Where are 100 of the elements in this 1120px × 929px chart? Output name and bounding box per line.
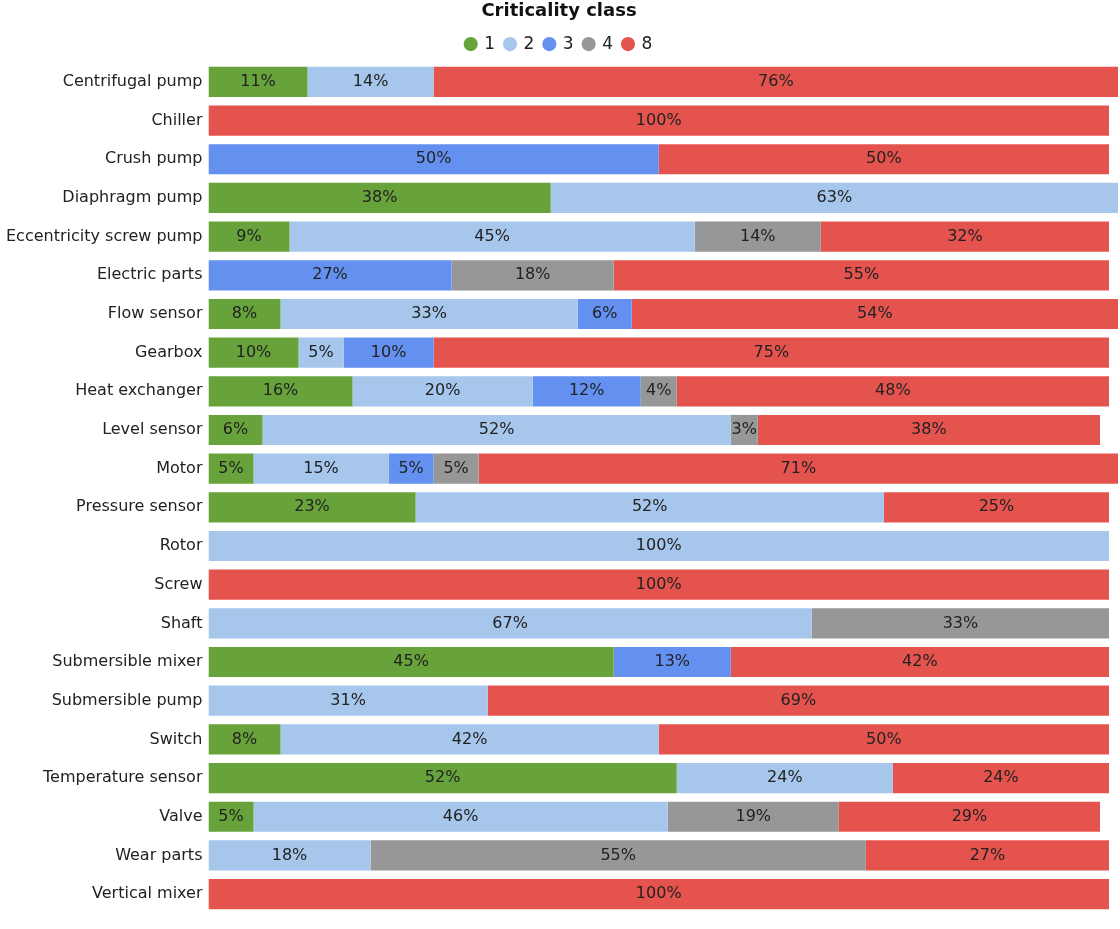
bar	[613, 260, 1109, 291]
legend-label: 3	[562, 32, 574, 53]
bar	[892, 762, 1109, 794]
bar	[208, 221, 290, 252]
legend-label: 8	[641, 32, 653, 53]
bar	[208, 840, 371, 871]
data-label: 15%	[303, 457, 339, 477]
y-tick-label: Gearbox	[134, 341, 203, 361]
data-label: 8%	[231, 303, 258, 323]
bar	[208, 298, 281, 330]
y-tick-label: Crush pump	[104, 148, 203, 168]
data-label: 24%	[983, 767, 1019, 787]
data-label: 14%	[740, 225, 776, 245]
data-label: 63%	[816, 187, 853, 207]
data-label: 11%	[240, 71, 276, 91]
data-label: 18%	[271, 844, 308, 864]
data-label: 32%	[947, 225, 983, 245]
data-label: 38%	[361, 187, 398, 207]
y-tick-label: Shaft	[160, 612, 203, 632]
data-label: 27%	[312, 264, 348, 284]
bar	[352, 376, 533, 407]
bar	[694, 221, 821, 252]
bar	[253, 801, 668, 832]
data-label: 48%	[875, 380, 911, 400]
bar	[208, 762, 677, 794]
bar	[370, 840, 866, 871]
y-tick-label: Level sensor	[102, 419, 203, 439]
bar	[532, 376, 641, 407]
data-label: 33%	[411, 303, 447, 323]
data-label: 55%	[600, 844, 636, 864]
data-label: 50%	[866, 728, 902, 748]
bar	[208, 646, 614, 678]
bar	[433, 66, 1118, 98]
data-label: 29%	[951, 805, 988, 825]
data-label: 50%	[866, 148, 902, 168]
legend-label: 1	[484, 32, 496, 53]
bar	[208, 492, 416, 523]
y-tick-label: Pressure sensor	[76, 496, 203, 516]
bar	[415, 492, 884, 523]
bar	[451, 260, 614, 291]
data-label: 5%	[398, 457, 424, 477]
bar	[631, 298, 1118, 330]
data-label: 9%	[236, 225, 262, 245]
bar	[487, 685, 1109, 716]
bar	[280, 724, 659, 755]
data-label: 4%	[646, 380, 672, 400]
data-label: 31%	[330, 689, 366, 709]
data-label: 24%	[767, 767, 803, 787]
y-tick-label: Submersible mixer	[52, 651, 203, 671]
bar	[667, 801, 839, 832]
data-label: 25%	[978, 496, 1015, 516]
data-label: 52%	[424, 767, 461, 787]
bar	[820, 221, 1109, 252]
bar	[208, 569, 1109, 600]
data-label: 52%	[631, 496, 668, 516]
bar	[658, 144, 1109, 175]
bar	[280, 298, 578, 330]
bar	[865, 840, 1109, 871]
data-label: 100%	[635, 109, 682, 129]
bar	[208, 608, 812, 639]
bar	[478, 453, 1118, 484]
data-label: 5%	[443, 457, 469, 477]
data-label: 14%	[352, 71, 389, 91]
bar	[208, 337, 299, 368]
bar	[676, 762, 893, 794]
data-label: 8%	[231, 728, 258, 748]
data-label: 33%	[942, 612, 979, 632]
data-label: 54%	[857, 303, 893, 323]
data-label: 6%	[592, 303, 618, 323]
data-label: 45%	[393, 651, 429, 671]
data-label: 10%	[370, 341, 407, 361]
data-label: 67%	[492, 612, 528, 632]
bar	[550, 182, 1118, 214]
data-label: 76%	[758, 71, 794, 91]
data-label: 12%	[568, 380, 605, 400]
data-label: 42%	[451, 728, 488, 748]
bar	[658, 724, 1109, 755]
y-tick-label: Switch	[149, 728, 203, 748]
bar	[208, 685, 488, 716]
bar	[262, 414, 731, 446]
y-tick-label: Rotor	[159, 535, 203, 555]
data-label: 16%	[262, 380, 299, 400]
data-label: 10%	[235, 341, 272, 361]
y-tick-label: Electric parts	[96, 264, 203, 284]
legend-label: 2	[523, 32, 535, 53]
data-label: 27%	[969, 844, 1006, 864]
y-tick-label: Chiller	[151, 109, 203, 129]
bar	[208, 724, 281, 755]
data-label: 13%	[654, 651, 691, 671]
bar	[757, 414, 1100, 446]
bar	[289, 221, 695, 252]
bar	[676, 376, 1109, 407]
bar	[307, 66, 434, 98]
legend-title: Criticality class	[481, 0, 637, 20]
data-label: 42%	[902, 651, 938, 671]
bar	[208, 105, 1109, 136]
y-tick-label: Vertical mixer	[92, 883, 203, 903]
y-tick-label: Centrifugal pump	[62, 71, 203, 91]
data-label: 71%	[780, 457, 817, 477]
bar	[811, 608, 1109, 639]
